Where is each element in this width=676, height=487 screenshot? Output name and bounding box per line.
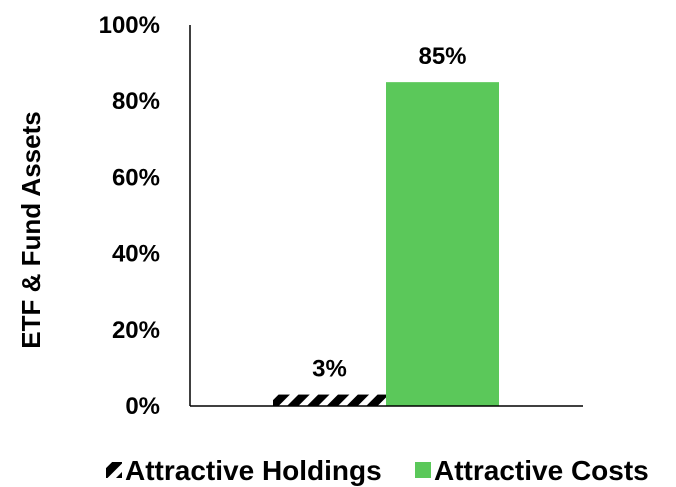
y-tick-label: 60% <box>112 164 160 191</box>
bar-attractive-costs <box>386 82 499 407</box>
data-label: 85% <box>418 43 466 70</box>
legend-swatch-attractive-costs <box>415 462 431 478</box>
legend-label-attractive-costs: Attractive Costs <box>434 455 649 486</box>
y-tick-label: 80% <box>112 88 160 115</box>
legend: Attractive Holdings Attractive Costs <box>106 455 649 486</box>
y-tick-label: 0% <box>125 393 160 420</box>
y-axis-title: ETF & Fund Assets <box>16 111 46 348</box>
y-tick-label: 40% <box>112 241 160 268</box>
legend-swatch-attractive-holdings <box>106 462 122 478</box>
bar-attractive-holdings <box>273 394 386 406</box>
y-tick-label: 20% <box>112 317 160 344</box>
y-tick-label: 100% <box>99 12 160 39</box>
legend-label-attractive-holdings: Attractive Holdings <box>125 455 382 486</box>
data-label: 3% <box>312 356 347 383</box>
